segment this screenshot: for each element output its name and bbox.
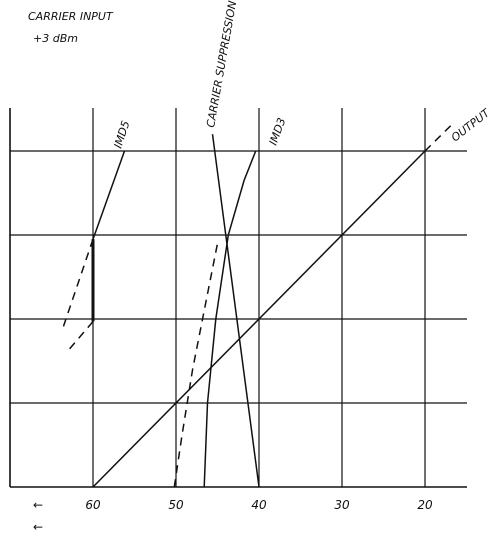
- tick-label-top-0: 60: [85, 498, 101, 512]
- series-output-solid: [92, 150, 426, 488]
- series-imd5-dashed-2: [65, 321, 94, 354]
- tick-label-top-3: 30: [334, 498, 350, 512]
- series-output-dashed: [424, 121, 456, 152]
- series-group: [62, 121, 456, 488]
- axis-arrow-bottom: ←: [33, 520, 43, 534]
- grid: [9, 108, 467, 488]
- tick-label-top-1: 50: [168, 498, 184, 512]
- tick-label-top-2: 40: [251, 498, 267, 512]
- series-label-carrier: CARRIER SUPPRESSION: [204, 0, 239, 129]
- series-carrier-suppression-solid: [211, 134, 260, 488]
- series-imd5-dashed: [62, 238, 94, 328]
- series-imd3-solid: [203, 150, 257, 488]
- series-label-imd5: IMD5: [111, 119, 132, 150]
- series-labels: OUTPUT IMD5 CARRIER SUPPRESSION IMD3: [111, 0, 493, 150]
- tick-label-top-4: 20: [417, 498, 433, 512]
- header-line1: CARRIER INPUT: [28, 10, 114, 23]
- series-label-output: OUTPUT: [449, 106, 493, 145]
- header-line2: +3 dBm: [33, 32, 78, 45]
- series-imd5-solid: [92, 150, 126, 322]
- axis-arrow-top: ←: [33, 498, 43, 512]
- series-label-imd3: IMD3: [267, 116, 289, 147]
- series-imd3-dashed: [173, 243, 219, 488]
